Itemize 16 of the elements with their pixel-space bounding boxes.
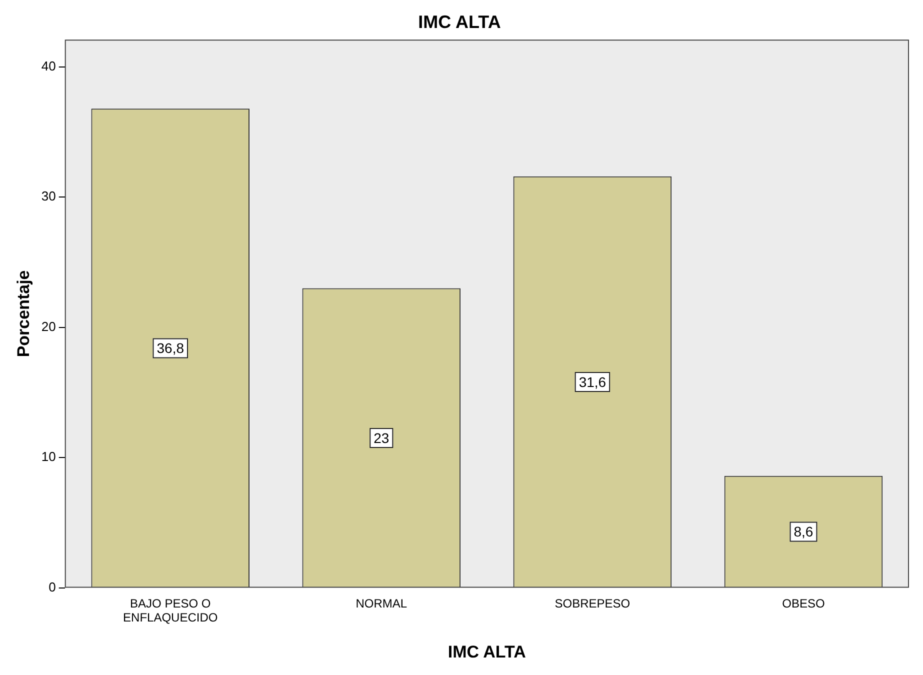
- data-label: 23: [374, 430, 390, 446]
- data-label: 8,6: [794, 524, 814, 540]
- x-tick-label: SOBREPESO: [554, 596, 630, 610]
- y-tick-label: 30: [41, 188, 56, 204]
- x-axis-title: IMC ALTA: [448, 642, 526, 662]
- data-label: 36,8: [156, 340, 184, 356]
- y-tick-label: 40: [41, 58, 56, 74]
- chart-title: IMC ALTA: [418, 12, 501, 32]
- y-tick-label: 20: [41, 318, 56, 334]
- y-tick-label: 0: [48, 579, 56, 594]
- x-tick-label: OBESO: [782, 596, 825, 610]
- y-axis-title: Porcentaje: [14, 270, 33, 358]
- x-tick-label: BAJO PESO O ENFLAQUECIDO: [123, 596, 218, 625]
- y-tick-label: 10: [41, 449, 56, 464]
- data-label: 31,6: [578, 374, 606, 390]
- x-tick-label: NORMAL: [356, 596, 408, 610]
